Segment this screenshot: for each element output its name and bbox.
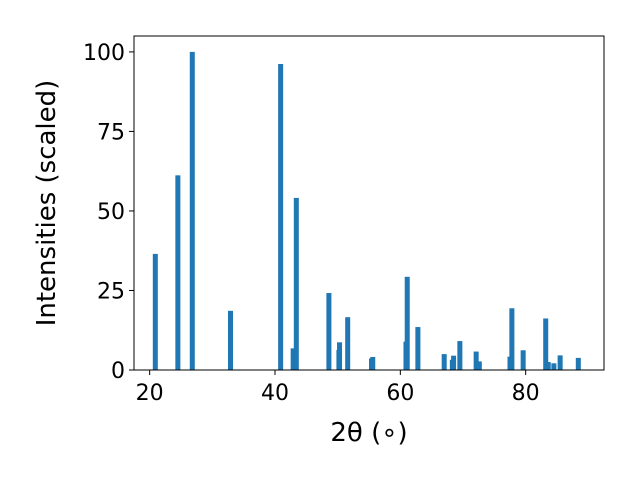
bar <box>457 341 463 370</box>
bar <box>473 351 479 370</box>
y-tick-label: 0 <box>111 359 125 384</box>
bar <box>415 327 421 370</box>
bar <box>545 362 551 370</box>
x-tick-label: 80 <box>512 381 540 406</box>
bar <box>441 354 447 370</box>
y-axis-ticks: 0 25 50 75 100 <box>83 41 134 384</box>
bar <box>228 310 234 370</box>
bar <box>189 51 195 371</box>
bars-group <box>152 51 581 371</box>
bar <box>451 355 457 370</box>
y-tick-label: 75 <box>97 120 125 145</box>
plot-frame <box>133 35 605 371</box>
y-tick-label: 25 <box>97 279 125 304</box>
bar <box>557 355 563 370</box>
y-tick-label: 100 <box>83 41 125 66</box>
bar <box>476 361 482 370</box>
x-tick-label: 20 <box>136 381 164 406</box>
x-tick-label: 60 <box>386 381 414 406</box>
bar <box>278 63 284 371</box>
bar <box>345 317 351 370</box>
bar <box>575 357 581 370</box>
bar <box>509 308 515 370</box>
bar <box>404 276 410 370</box>
bar <box>551 363 557 370</box>
bar <box>370 356 376 370</box>
bar <box>293 197 299 370</box>
bar <box>337 342 343 370</box>
x-tick-label: 40 <box>261 381 289 406</box>
x-axis-ticks: 20 40 60 80 <box>136 370 540 406</box>
bar <box>290 348 296 370</box>
bar <box>520 350 526 370</box>
x-axis-label: 2θ (∘) <box>330 418 407 448</box>
bar <box>152 253 158 370</box>
bar <box>326 293 332 370</box>
y-axis-label: Intensities (scaled) <box>32 80 62 327</box>
bar <box>175 175 181 370</box>
bar <box>543 318 549 370</box>
y-tick-label: 50 <box>97 200 125 225</box>
